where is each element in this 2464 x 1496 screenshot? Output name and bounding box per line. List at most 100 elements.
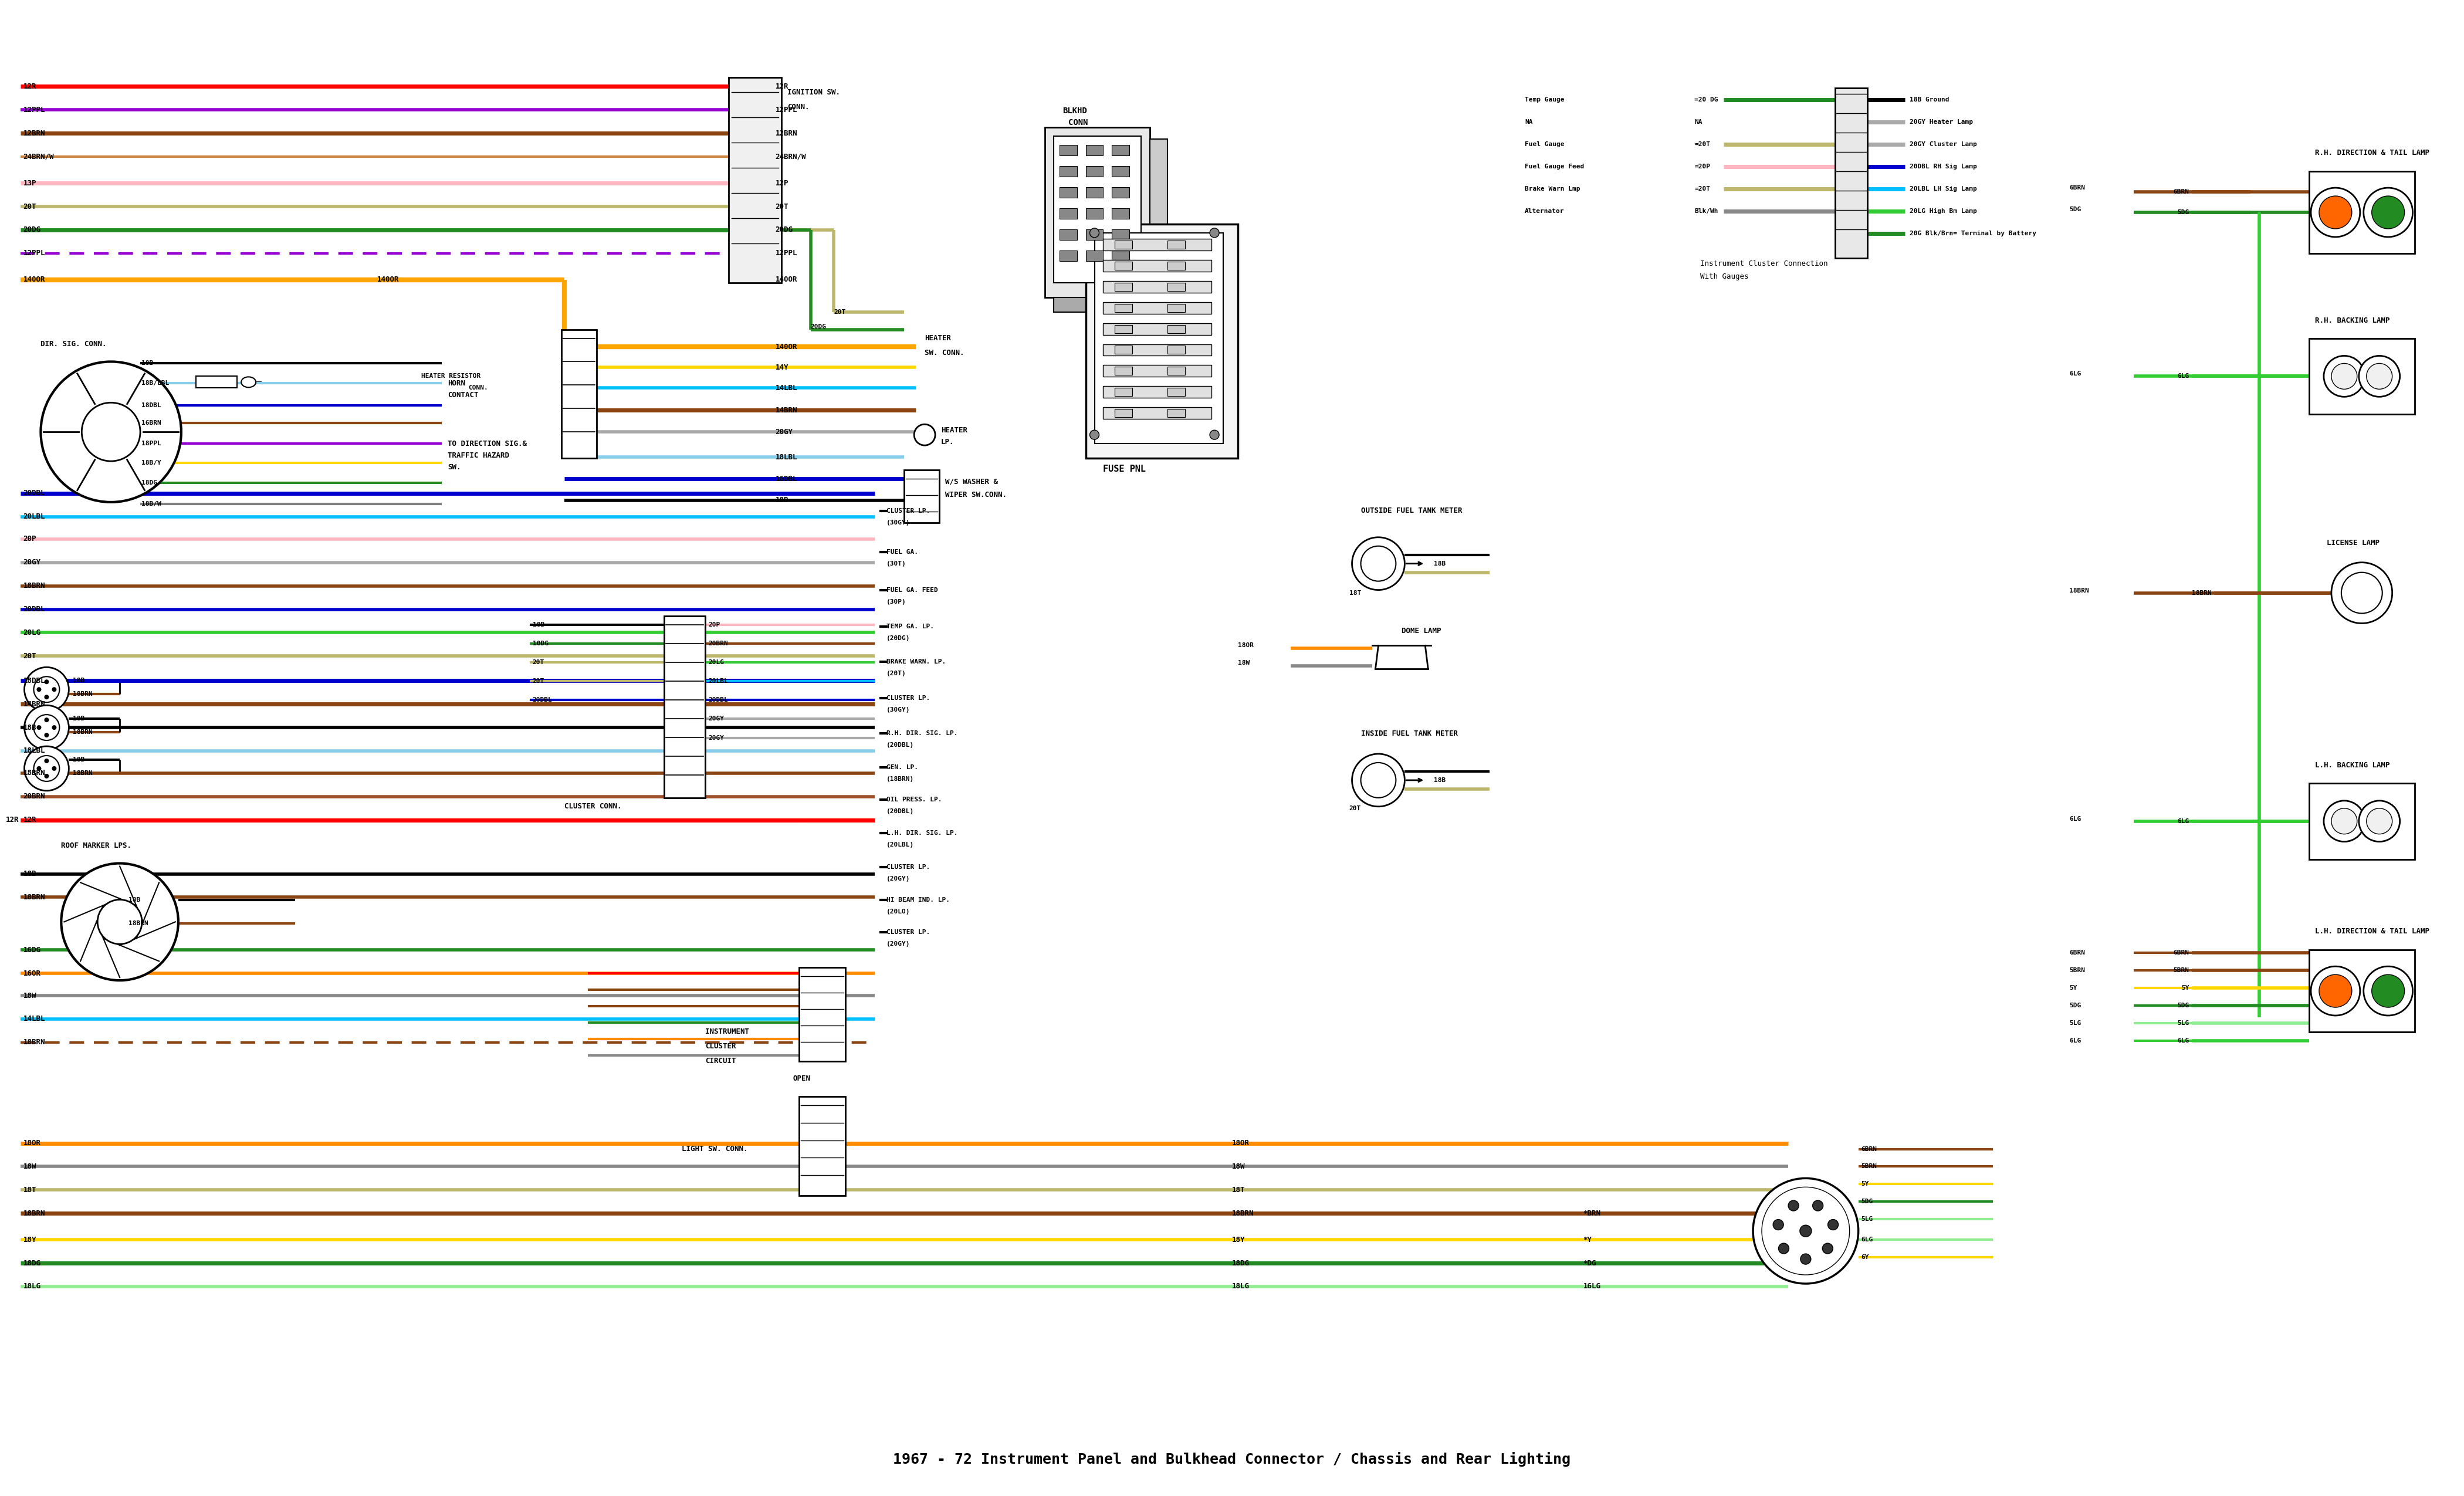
Circle shape [44, 733, 49, 738]
Text: 20GY Cluster Lamp: 20GY Cluster Lamp [1910, 142, 1976, 148]
Circle shape [2358, 800, 2400, 842]
Text: 5DG: 5DG [2178, 209, 2188, 215]
Text: *DG: *DG [1584, 1260, 1597, 1267]
Bar [1104, 281, 1212, 293]
Text: 20LBL: 20LBL [707, 678, 727, 684]
Text: TRAFFIC HAZARD: TRAFFIC HAZARD [448, 452, 510, 459]
Bar [1104, 260, 1212, 271]
Circle shape [44, 718, 49, 723]
Text: L.H. DIRECTION & TAIL LAMP: L.H. DIRECTION & TAIL LAMP [2316, 928, 2430, 935]
Text: 5BRN: 5BRN [2070, 968, 2085, 974]
Text: 18B: 18B [22, 724, 37, 732]
Text: Brake Warn Lmp: Brake Warn Lmp [1525, 186, 1579, 191]
Circle shape [37, 766, 42, 770]
Text: HEATER: HEATER [924, 335, 951, 343]
Text: 18B: 18B [140, 361, 153, 367]
Text: 18B Ground: 18B Ground [1910, 97, 1949, 103]
Circle shape [25, 667, 69, 712]
Bar [1114, 346, 1133, 355]
Text: 20P: 20P [22, 536, 37, 543]
Bar [1060, 208, 1077, 218]
Text: HORN: HORN [448, 380, 466, 387]
Text: (30GY): (30GY) [887, 708, 909, 714]
Text: 20GY: 20GY [707, 735, 724, 741]
Bar [1114, 241, 1133, 248]
Text: INSIDE FUEL TANK METER: INSIDE FUEL TANK METER [1360, 730, 1459, 738]
Text: OIL PRESS. LP.: OIL PRESS. LP. [887, 796, 941, 802]
Text: 13P: 13P [22, 180, 37, 187]
Text: 140OR: 140OR [776, 343, 798, 352]
Circle shape [44, 773, 49, 778]
Text: LP.: LP. [941, 438, 954, 446]
Bar [1055, 298, 1168, 311]
Text: L.H. BACKING LAMP: L.H. BACKING LAMP [2316, 761, 2390, 769]
Circle shape [37, 726, 42, 730]
Text: 20GY: 20GY [776, 428, 793, 435]
Text: 18LBL: 18LBL [776, 453, 798, 461]
Bar [1087, 229, 1104, 239]
Text: 6BRN: 6BRN [2070, 186, 2085, 190]
Bar [1060, 250, 1077, 260]
Bar [1104, 302, 1212, 314]
Text: OPEN: OPEN [793, 1076, 811, 1083]
Bar [1168, 367, 1185, 375]
Text: FUEL GA.: FUEL GA. [887, 549, 919, 555]
Text: 20LG: 20LG [707, 660, 724, 666]
Text: 20GY Heater Lamp: 20GY Heater Lamp [1910, 120, 1974, 126]
Bar [1836, 88, 1868, 257]
Text: OUTSIDE FUEL TANK METER: OUTSIDE FUEL TANK METER [1360, 507, 1461, 515]
Bar [1094, 233, 1222, 444]
Text: 18B: 18B [74, 757, 84, 763]
Text: 18DBL: 18DBL [22, 676, 44, 685]
Bar [1168, 387, 1185, 396]
Text: (30P): (30P) [887, 598, 907, 604]
Text: CONTACT: CONTACT [448, 390, 478, 399]
Text: 20LBL: 20LBL [22, 513, 44, 521]
Text: IGNITION SW.: IGNITION SW. [786, 88, 840, 96]
Text: 18T: 18T [22, 1186, 37, 1194]
Bar [1168, 262, 1185, 269]
Text: 16DG: 16DG [22, 945, 42, 954]
Circle shape [2365, 808, 2393, 835]
Bar [1087, 166, 1104, 177]
Bar [1060, 145, 1077, 156]
Text: (20LBL): (20LBL) [887, 842, 914, 848]
Circle shape [2341, 573, 2383, 613]
Text: 5BRN: 5BRN [1860, 1164, 1878, 1170]
Text: FUEL GA. FEED: FUEL GA. FEED [887, 586, 939, 592]
Text: (30GY): (30GY) [887, 519, 909, 525]
Circle shape [99, 899, 143, 944]
Text: CLUSTER LP.: CLUSTER LP. [887, 509, 931, 513]
Circle shape [2363, 966, 2412, 1016]
Text: 12BRN: 12BRN [22, 130, 44, 138]
Bar [1111, 166, 1129, 177]
Text: 18BRN: 18BRN [74, 729, 94, 735]
Bar [1114, 387, 1133, 396]
Circle shape [1752, 1179, 1858, 1284]
Text: WIPER SW.CONN.: WIPER SW.CONN. [946, 491, 1008, 500]
Text: 20T: 20T [532, 660, 545, 666]
Text: 6LG: 6LG [2070, 371, 2082, 377]
Bar [904, 470, 939, 522]
Text: 20DBL: 20DBL [22, 489, 44, 497]
Text: 140OR: 140OR [377, 275, 399, 284]
Bar [1104, 344, 1212, 356]
Circle shape [2331, 364, 2358, 389]
Text: CONN: CONN [1067, 118, 1087, 127]
Text: 14BRN: 14BRN [776, 407, 798, 414]
Text: (20DBL): (20DBL) [887, 808, 914, 814]
Bar [729, 78, 781, 283]
Bar [1114, 262, 1133, 269]
Text: HEATER: HEATER [941, 426, 968, 434]
Text: 20BRN: 20BRN [22, 793, 44, 800]
Bar [1168, 283, 1185, 290]
Circle shape [25, 747, 69, 791]
Bar [1087, 224, 1237, 458]
Text: CONN.: CONN. [468, 384, 488, 390]
Bar [1168, 346, 1185, 355]
Text: LIGHT SW. CONN.: LIGHT SW. CONN. [683, 1144, 747, 1153]
Text: 18DG: 18DG [140, 480, 158, 486]
Bar [1168, 304, 1185, 311]
Text: CLUSTER: CLUSTER [705, 1043, 737, 1050]
Text: 12R: 12R [22, 82, 37, 90]
